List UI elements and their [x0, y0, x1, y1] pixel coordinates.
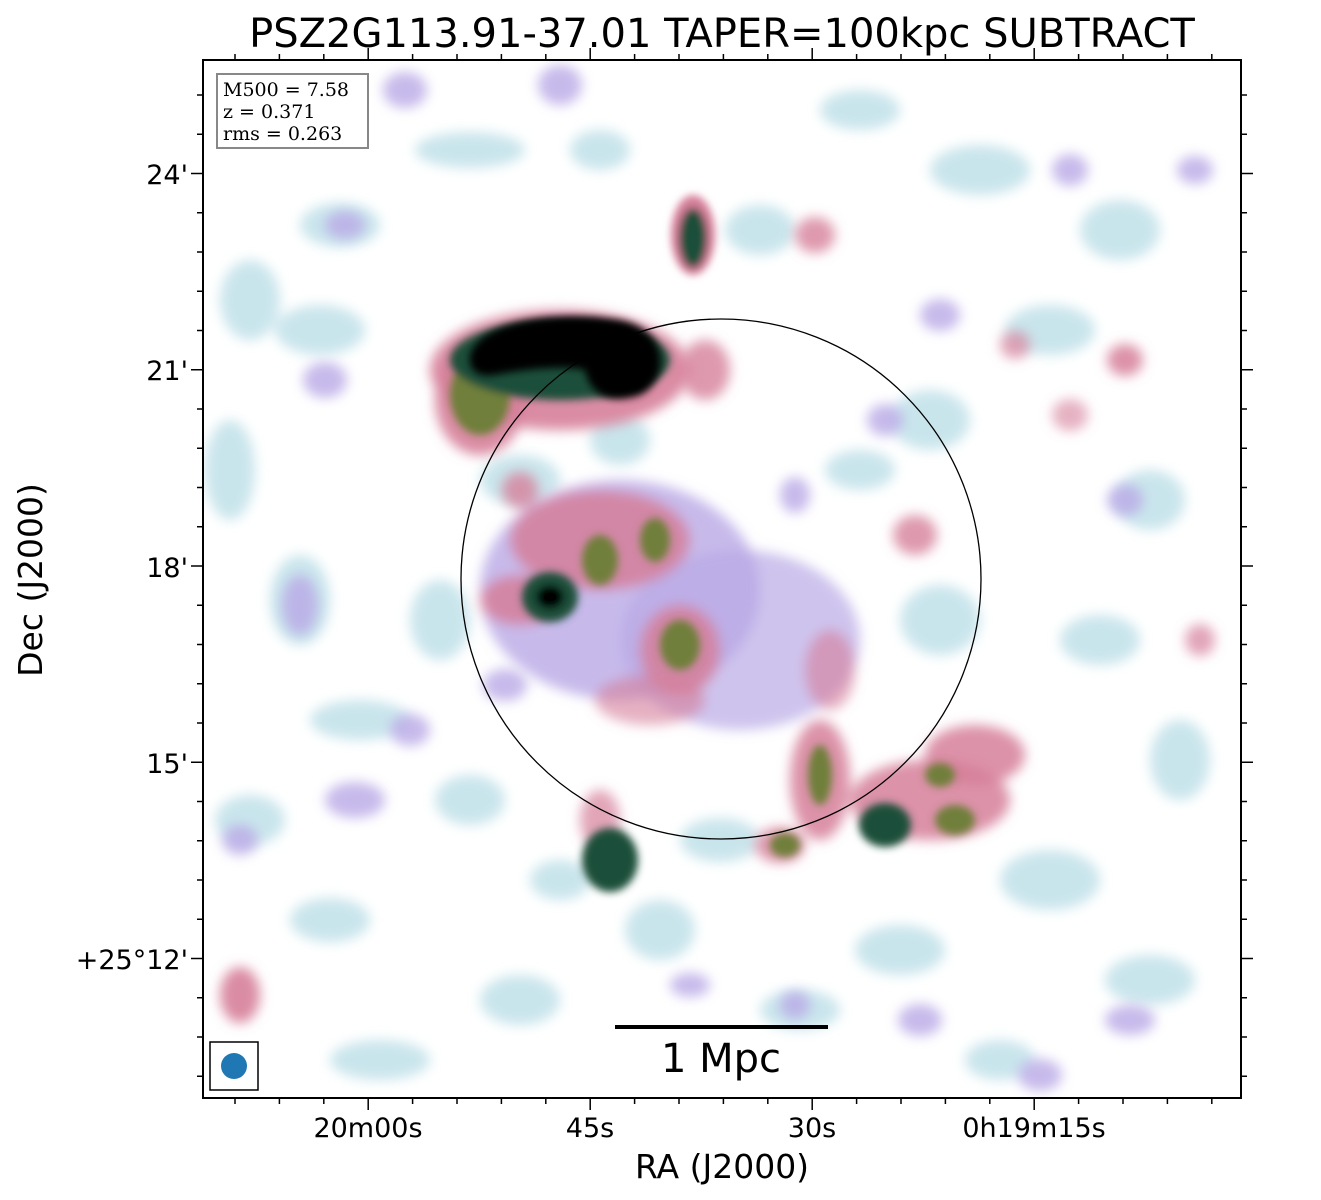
noise-lavender-layer: [222, 65, 1213, 1091]
x-tick-label: 20m00s: [313, 1113, 422, 1144]
y-tick-label: 15': [146, 749, 188, 780]
y-tick-label: +25°12': [76, 945, 188, 976]
x-tick-label: 0h19m15s: [962, 1113, 1105, 1144]
y-tick-label: 21': [146, 356, 188, 387]
scale-bar-label: 1 Mpc: [661, 1036, 781, 1082]
compact-sources: [522, 195, 975, 892]
beam-box: [209, 1041, 259, 1091]
x-tick-label: 45s: [566, 1113, 614, 1144]
axis-ticks: [191, 48, 1253, 1110]
plot-title: PSZ2G113.91-37.01 TAPER=100kpc SUBTRACT: [249, 11, 1195, 57]
info-box: M500 = 7.58 z = 0.371 rms = 0.263: [216, 73, 369, 149]
noise-faint-layer: [205, 90, 1210, 1080]
y-axis-label: Dec (J2000): [11, 483, 50, 677]
scale-bar: 1 Mpc: [615, 1025, 828, 1082]
x-tick-label: 30s: [788, 1113, 836, 1144]
y-tick-label: 18': [146, 553, 188, 584]
plot-frame: [202, 59, 1242, 1099]
beam-ellipse-icon: [221, 1053, 247, 1079]
info-mass: M500 = 7.58: [223, 79, 349, 101]
bright-radio-galaxy: [430, 310, 690, 455]
r500-circle: [460, 318, 982, 840]
y-tick-label: 24': [146, 160, 188, 191]
radio-image: [203, 60, 1241, 1098]
x-axis-label: RA (J2000): [635, 1147, 809, 1186]
x-tick-labels: 20m00s 45s 30s 0h19m15s: [313, 1113, 1105, 1144]
info-rms: rms = 0.263: [223, 123, 342, 145]
info-redshift: z = 0.371: [223, 101, 315, 123]
y-tick-labels: 24' 21' 18' 15' +25°12': [76, 160, 188, 976]
